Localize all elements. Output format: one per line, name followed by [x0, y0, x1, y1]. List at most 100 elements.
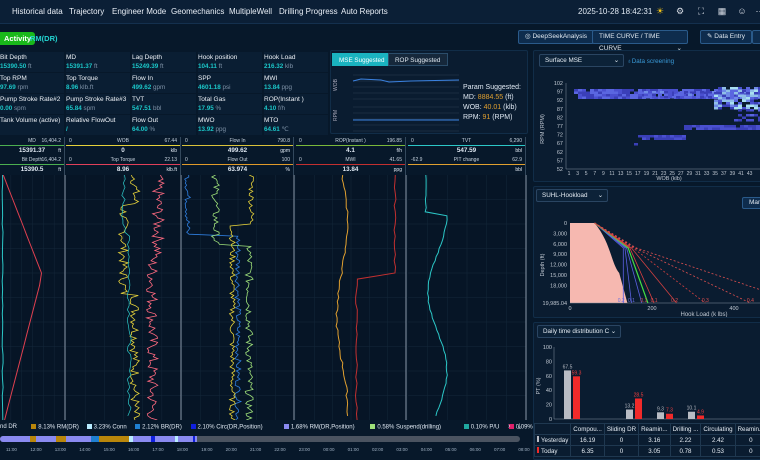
- legend-item[interactable]: 8.13% RM(DR): [31, 424, 79, 431]
- heatmap-cell: [756, 127, 760, 130]
- tab-mse-suggested[interactable]: MSE Suggested: [332, 53, 392, 66]
- heatmap-cell: [734, 99, 738, 102]
- heatmap-cell: [688, 127, 692, 130]
- heatmap-cell: [654, 135, 658, 138]
- hookload-ytick: 3,000: [553, 231, 567, 237]
- heatmap-cell: [650, 89, 654, 92]
- heatmap-cell: [728, 127, 732, 130]
- heatmap-cell: [714, 104, 718, 107]
- data-entry-button[interactable]: ✎ Data Entry: [700, 30, 752, 44]
- track-scale-row: 0 TVT 6,290: [408, 137, 525, 146]
- data-screening-link[interactable]: ♁Data screening: [627, 58, 674, 65]
- heatmap-cell: [718, 89, 722, 92]
- daily-ytick: 80: [546, 359, 552, 365]
- nav-geomechanics[interactable]: Geomechanics: [171, 7, 225, 16]
- daily-bar: [697, 415, 704, 419]
- heatmap-cell: [722, 97, 726, 100]
- heatmap-cell: [754, 107, 758, 110]
- daily-distribution-select[interactable]: Daily time distribution C ⌄: [537, 325, 621, 338]
- timeline-tick: 23:00: [298, 447, 311, 452]
- heatmap-cell: [746, 104, 750, 107]
- nav-trajectory[interactable]: Trajectory: [69, 7, 105, 16]
- param-cell: Flow In 499.62 gpm: [132, 73, 196, 93]
- nav-historical-data[interactable]: Historical data: [12, 7, 63, 16]
- heatmap-cell: [586, 91, 590, 94]
- download-icon[interactable]: ⤓: [518, 423, 522, 430]
- track-scale-row: 0 Flow In 790.8: [182, 137, 293, 146]
- hookload-select[interactable]: SUHL-Hookload ⌄: [536, 189, 608, 202]
- heatmap-cell: [674, 137, 678, 140]
- legend-item[interactable]: 2.10% Circ(DR,Position): [190, 424, 263, 431]
- heatmap-cell: [598, 94, 602, 97]
- nav-drilling-progress[interactable]: Drilling Progress: [279, 7, 338, 16]
- heatmap-cell: [666, 89, 670, 92]
- heatmap-cell: [758, 102, 760, 105]
- heatmap-cell: [746, 107, 750, 110]
- track-value-row: 15390.5 ft: [0, 165, 64, 175]
- legend-item[interactable]: 3.23% Conn: [86, 424, 127, 431]
- manual-button[interactable]: Manu: [742, 197, 760, 209]
- datetime: 2025-10-28 18:42:31: [578, 7, 653, 16]
- heatmap-cell: [712, 96, 716, 99]
- heatmap-ytick: 87: [557, 107, 563, 113]
- daily-table-row: Yesterday 16.19 0 3.16 2.22 2.42 0: [533, 434, 760, 446]
- gear-icon[interactable]: ⚙: [675, 6, 685, 16]
- heatmap-cell: [722, 99, 726, 102]
- legend-item[interactable]: 0.09% P/D: [508, 424, 544, 431]
- param-cell: Hook Load 216.32 klb: [264, 52, 328, 72]
- heatmap-cell: [696, 127, 700, 130]
- track-value-row: 8.96 klb.ft: [66, 165, 180, 175]
- heatmap-cell: [678, 135, 682, 138]
- daily-col-header: Sliding DR: [603, 423, 640, 435]
- nav-multiplewell[interactable]: MultipleWell: [229, 7, 272, 16]
- heatmap-cell: [754, 102, 758, 105]
- track-value-row: 547.59 bbl: [408, 146, 525, 156]
- legend-item[interactable]: 0.58% Suspend(drilling): [370, 424, 441, 431]
- track-scale-text: 0: [69, 138, 72, 144]
- param-label: Lag Depth: [132, 54, 162, 61]
- timeline-tick: 19:00: [201, 447, 213, 452]
- param-label: Total Gas: [198, 96, 226, 103]
- activity-timeline-bar[interactable]: [0, 436, 520, 442]
- deepseek-analysis-button[interactable]: ◎ DeepSeekAnalysis: [518, 30, 595, 44]
- user-icon[interactable]: ☺: [737, 6, 747, 16]
- nav-auto-reports[interactable]: Auto Reports: [341, 7, 388, 16]
- heatmap-cell: [590, 89, 594, 92]
- param-label: Pump Stroke Rate#3: [66, 96, 127, 103]
- time-curve-select[interactable]: TIME CURVE / TIME CURVE ⌄: [592, 30, 688, 52]
- track-unit: klb.ft: [166, 167, 177, 173]
- heatmap-cell: [694, 89, 698, 92]
- param-cell: MWO 13.92 ppg: [198, 115, 262, 135]
- track-value-row: 4.1 f/h: [296, 146, 405, 156]
- surface-mse-select[interactable]: Surface MSE ⌄: [539, 54, 624, 67]
- track-scale-row: 0 ROP(Instant ) 196.85: [296, 137, 405, 146]
- legend-next-icon[interactable]: ›: [508, 423, 511, 430]
- heatmap-cell: [672, 96, 676, 99]
- heatmap-cell: [682, 89, 686, 92]
- daily-bar-label: 10.1: [687, 406, 697, 412]
- legend-item[interactable]: 0.10% P/U: [463, 424, 499, 431]
- nav-engineer-mode[interactable]: Engineer Mode: [112, 7, 167, 16]
- tab-rop-suggested[interactable]: ROP Suggested: [388, 53, 448, 66]
- heatmap-cell: [724, 127, 728, 130]
- track-scale-text: 16,404.2: [41, 157, 61, 163]
- data-entry-label: Data Entry: [714, 33, 745, 40]
- timeline-tick: 18:00: [176, 447, 189, 452]
- wob-line: [352, 78, 460, 83]
- param-number: 13.92: [198, 126, 214, 133]
- legend-item[interactable]: nd DR: [0, 424, 17, 430]
- grid-icon[interactable]: ▦: [717, 6, 727, 16]
- chevron-down-icon: ⌄: [610, 328, 616, 335]
- more-icon[interactable]: ⋯: [755, 6, 760, 16]
- overflow-button[interactable]: [752, 30, 760, 44]
- sun-icon[interactable]: ☀: [655, 6, 665, 16]
- legend-item[interactable]: 2.12% BR(DR): [135, 424, 182, 431]
- top-nav: Historical data Trajectory Engineer Mode…: [0, 0, 760, 24]
- legend-item[interactable]: 1.68% RM(DR,Position): [283, 424, 355, 431]
- param-unit: rpm: [17, 84, 29, 91]
- param-cell: MWI 13.84 ppg: [264, 73, 328, 93]
- legend-label: nd DR: [0, 424, 18, 430]
- heatmap-cell: [726, 104, 730, 107]
- heatmap-cell: [718, 104, 722, 107]
- fullscreen-icon[interactable]: ⛶: [697, 6, 705, 16]
